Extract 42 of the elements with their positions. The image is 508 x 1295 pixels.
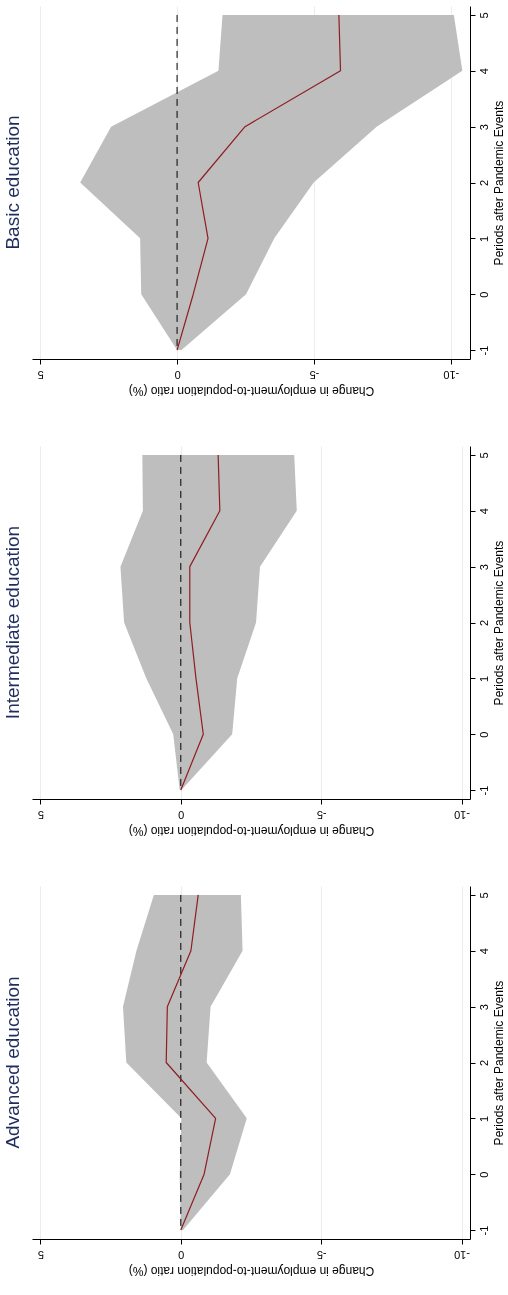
- y-tick-label: 3: [477, 124, 490, 131]
- x-tick-label: -5: [309, 368, 320, 381]
- text: Advanced education: [2, 976, 24, 1149]
- x-tick-label: 0: [178, 1248, 185, 1261]
- y-axis-title: Periods after Pandemic Events: [491, 100, 506, 266]
- y-tick-label: -1: [477, 345, 490, 356]
- y-tick-label: 2: [477, 619, 490, 627]
- y-tick-label: 0: [477, 731, 490, 738]
- y-axis-title: Periods after Pandemic Events: [491, 540, 506, 706]
- x-axis-title: Change in employment-to-population ratio (%): [128, 823, 375, 838]
- y-tick-label: 4: [477, 68, 490, 75]
- text: Basic education: [2, 115, 24, 250]
- x-tick-label: -5: [316, 1248, 327, 1261]
- x-tick-label: 5: [37, 368, 44, 381]
- x-tick-label: -10: [443, 368, 460, 381]
- y-tick-label: 5: [477, 892, 490, 899]
- x-tick-label: 0: [178, 808, 185, 821]
- x-tick-label: 5: [37, 808, 44, 821]
- x-axis-title: Change in employment-to-population ratio (%): [128, 383, 375, 398]
- y-tick-label: 3: [477, 564, 490, 571]
- y-tick-label: 1: [477, 235, 490, 242]
- y-tick-label: 5: [477, 12, 490, 19]
- x-tick-label: -10: [454, 1248, 471, 1261]
- y-tick-label: 2: [477, 179, 490, 187]
- y-tick-label: 4: [477, 508, 490, 515]
- y-tick-label: 2: [477, 1059, 490, 1067]
- x-tick-label: 5: [37, 1248, 44, 1261]
- x-axis-title: Change in employment-to-population ratio (%): [128, 1263, 375, 1278]
- x-tick-label: 0: [174, 368, 181, 381]
- y-tick-label: -1: [477, 785, 490, 796]
- x-tick-label: -5: [316, 808, 327, 821]
- y-tick-label: 0: [477, 1171, 490, 1178]
- y-axis-title: Periods after Pandemic Events: [491, 980, 506, 1146]
- y-tick-label: 4: [477, 948, 490, 955]
- y-tick-label: -1: [477, 1225, 490, 1236]
- y-tick-label: 3: [477, 1004, 490, 1011]
- y-tick-label: 0: [477, 291, 490, 298]
- y-tick-label: 5: [477, 452, 490, 459]
- x-tick-label: -10: [454, 808, 471, 821]
- y-tick-label: 1: [477, 675, 490, 682]
- text: Intermediate education: [2, 525, 24, 720]
- y-tick-label: 1: [477, 1115, 490, 1122]
